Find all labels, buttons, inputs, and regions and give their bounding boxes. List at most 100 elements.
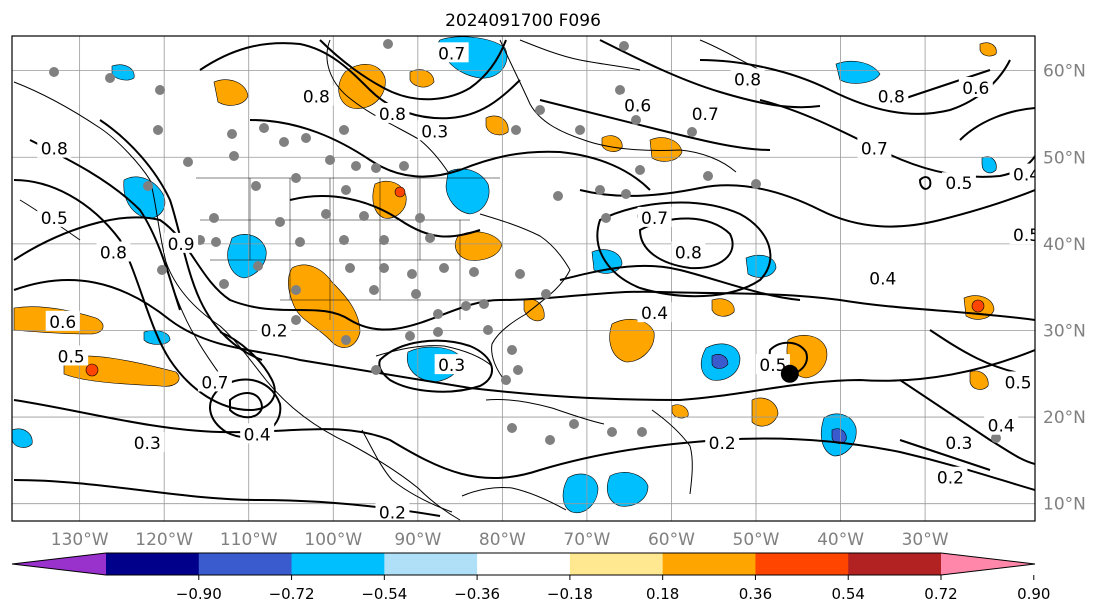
lon-tick-label: 70°W (563, 530, 610, 550)
svg-text:0.6: 0.6 (962, 79, 989, 99)
colorbar-segment (477, 553, 571, 575)
svg-text:0.8: 0.8 (878, 88, 905, 108)
contour-labels: 0.8 0.8 0.3 0.7 0.6 0.7 0.8 0.8 0.6 0.7 0.5 0.5 0.4 0… (37, 42, 1040, 523)
colorbar-tick-label: −0.54 (361, 585, 407, 603)
svg-text:0.4: 0.4 (244, 425, 271, 445)
lon-tick-label: 90°W (394, 530, 441, 550)
lon-tick-label: 120°W (135, 530, 193, 550)
svg-text:0.3: 0.3 (945, 434, 972, 454)
svg-text:0.8: 0.8 (734, 70, 761, 90)
contour-label: 0.5 (1001, 371, 1035, 393)
contour-label: 0.5 (941, 172, 976, 194)
lon-tick-label: 80°W (479, 530, 526, 550)
station-dots (49, 39, 1001, 445)
map-gridlines (12, 36, 1035, 521)
svg-text:0.4: 0.4 (1013, 166, 1040, 186)
contour-label: 0.6 (958, 76, 993, 99)
svg-text:0.5: 0.5 (1013, 226, 1040, 246)
svg-text:0.5: 0.5 (41, 209, 68, 229)
svg-text:0.4: 0.4 (641, 304, 668, 324)
svg-text:0.5: 0.5 (945, 174, 972, 194)
colorbar-segment (106, 553, 200, 575)
contour-label: 0.8 (730, 68, 765, 90)
lat-tick-label: 40°N (1043, 235, 1086, 255)
svg-text:0.5: 0.5 (1005, 373, 1032, 393)
contour-label: 0.7 (197, 371, 232, 393)
svg-text:0.6: 0.6 (624, 96, 651, 116)
chart-title: 2024091700 F096 (445, 11, 601, 31)
map-background (12, 36, 1035, 521)
contour-label: 0.6 (45, 310, 80, 333)
svg-text:0.7: 0.7 (201, 373, 228, 393)
svg-text:0.2: 0.2 (261, 321, 288, 341)
latitude-tick-labels: 60°N 50°N 40°N 30°N 20°N 10°N (1043, 62, 1086, 515)
contour-label: 0.7 (688, 102, 723, 125)
anomaly-shading (12, 36, 997, 514)
contour-label: 0.9 (164, 232, 199, 255)
svg-text:0.4: 0.4 (988, 417, 1015, 437)
contour-label: 0.5 (37, 206, 72, 229)
contour-label: 0.4 (637, 302, 672, 324)
svg-text:0.8: 0.8 (675, 244, 702, 264)
contour-label: 0.7 (857, 137, 892, 160)
contour-label: 0.8 (37, 137, 72, 160)
contour-label: 0.3 (417, 120, 452, 142)
contour-label: 0.2 (933, 466, 968, 489)
svg-text:0.8: 0.8 (303, 88, 330, 108)
contour-label: 0.4 (865, 267, 900, 290)
contour-label: 0.8 (96, 241, 131, 264)
contour-label: 0.5 (54, 345, 89, 367)
svg-text:0.2: 0.2 (379, 503, 406, 523)
svg-text:0.8: 0.8 (379, 105, 406, 125)
colorbar-segment (569, 553, 664, 575)
colorbar-extend-low (12, 553, 106, 575)
lon-tick-label: 40°W (817, 530, 864, 550)
svg-text:0.8: 0.8 (100, 244, 127, 264)
contour-label: 0.3 (941, 432, 976, 454)
lat-tick-label: 20°N (1043, 408, 1086, 428)
colorbar-extend-high (941, 553, 1035, 575)
contour-label: 0.5 (755, 354, 790, 376)
contour-label: 0.4 (984, 414, 1019, 437)
lon-tick-label: 60°W (648, 530, 695, 550)
contour-label: 0.8 (874, 85, 909, 108)
lon-tick-label: 100°W (304, 530, 362, 550)
colorbar-segment (848, 553, 942, 575)
svg-text:0.8: 0.8 (41, 140, 68, 160)
contour-label: 0.3 (130, 432, 165, 454)
contour-label: 0.8 (671, 241, 706, 264)
lat-tick-label: 30°N (1043, 321, 1086, 341)
colorbar-tick-label: 0.18 (646, 585, 679, 603)
svg-text:0.3: 0.3 (134, 434, 161, 454)
svg-text:0.5: 0.5 (759, 356, 786, 376)
colorbar-tick-label: −0.18 (547, 585, 593, 603)
contour-label: 0.8 (375, 102, 410, 125)
svg-text:0.2: 0.2 (937, 469, 964, 489)
contour-label: 0.3 (434, 354, 469, 376)
svg-text:0.7: 0.7 (438, 44, 465, 64)
storm-center-marker (780, 364, 799, 383)
colorbar-segment (755, 553, 849, 575)
lat-tick-label: 10°N (1043, 495, 1086, 515)
lon-tick-label: 110°W (220, 530, 278, 550)
colorbar-tick-label: 0.72 (924, 585, 957, 603)
svg-text:0.7: 0.7 (692, 105, 719, 125)
colorbar-segment (291, 553, 385, 575)
contour-label: 0.8 (299, 85, 334, 108)
contour-label: 0.2 (375, 501, 410, 523)
lat-tick-label: 50°N (1043, 148, 1086, 168)
colorbar-tick-label: 0.54 (832, 585, 865, 603)
longitude-tick-labels: 130°W 120°W 110°W 100°W 90°W 80°W 70°W 60°W 50°W… (51, 530, 949, 550)
map-frame (11, 35, 1036, 522)
svg-text:0.4: 0.4 (869, 270, 896, 290)
contour-label: 0.6 (620, 94, 655, 116)
contour-label: 0.7 (637, 206, 672, 229)
colorbar-tick-label: 0.36 (739, 585, 772, 603)
svg-text:0.3: 0.3 (421, 122, 448, 142)
colorbar-segment (198, 553, 293, 575)
svg-text:0.6: 0.6 (49, 313, 76, 333)
colorbar-tick-label: 0.90 (1017, 585, 1050, 603)
lat-tick-label: 60°N (1043, 62, 1086, 82)
contour-label: 0.4 (1009, 163, 1040, 186)
lon-tick-label: 50°W (733, 530, 780, 550)
